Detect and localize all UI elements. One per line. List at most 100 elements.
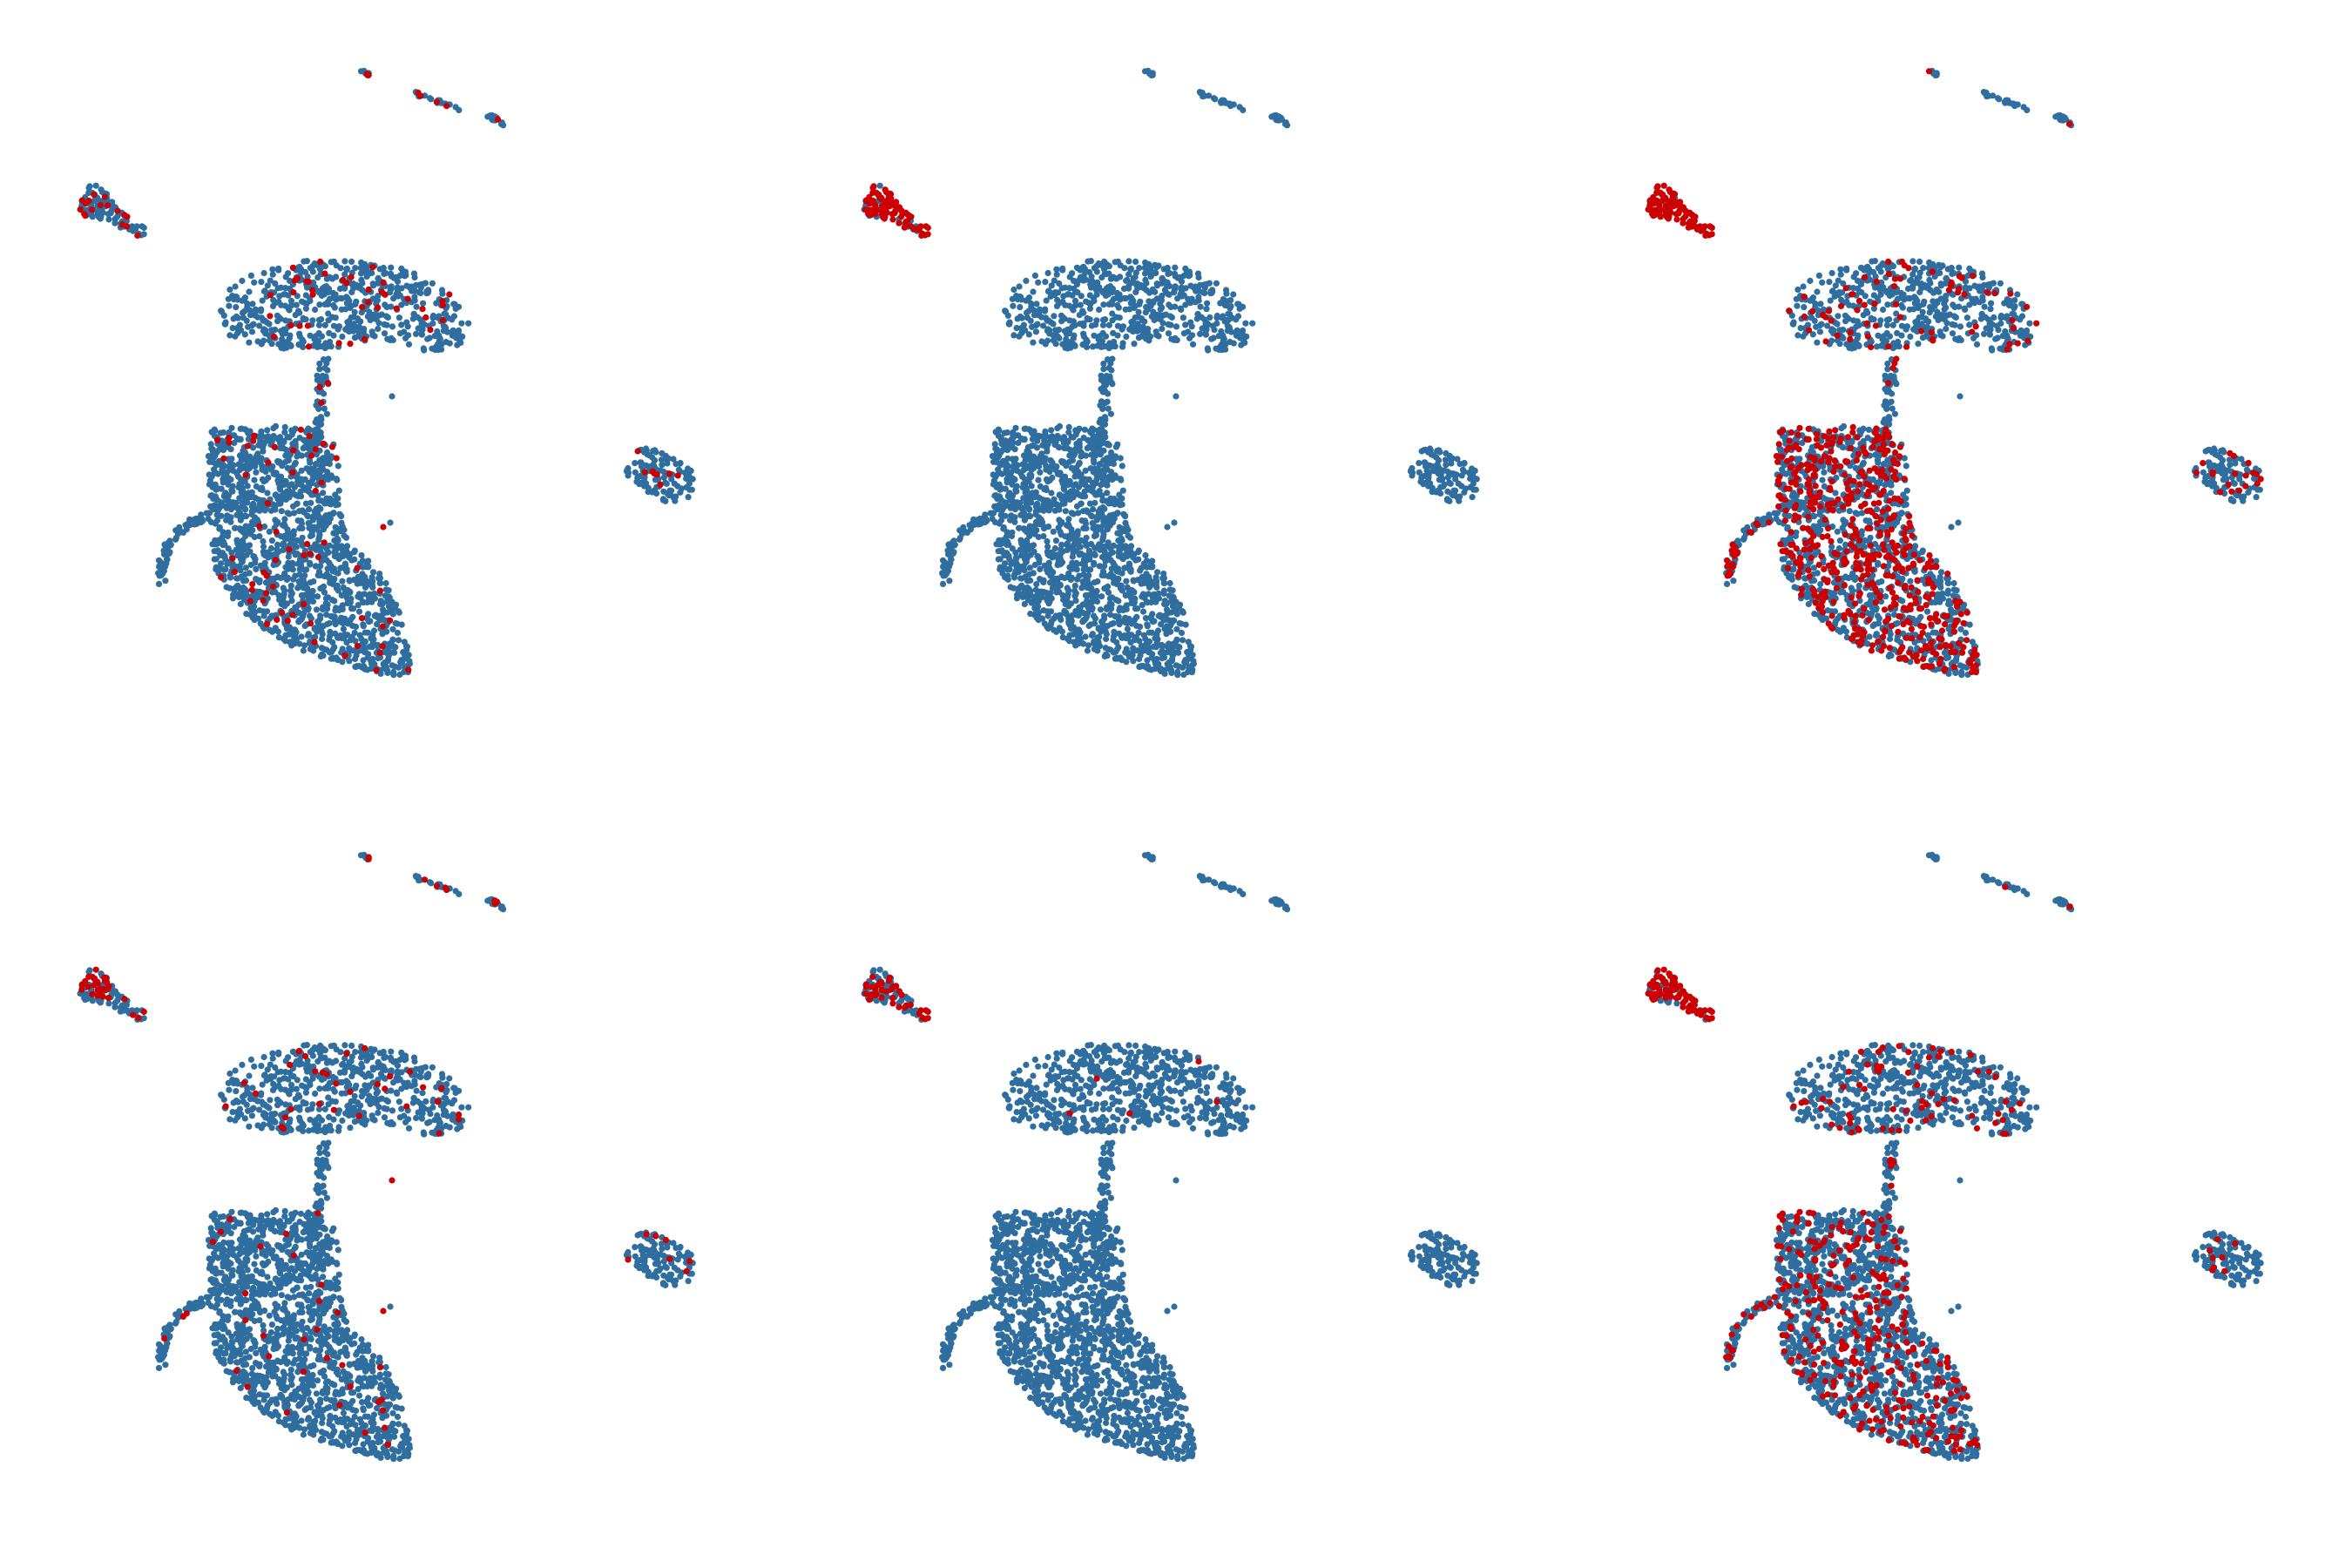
data-point (1096, 306, 1103, 314)
data-point (1069, 553, 1076, 560)
data-point (316, 360, 323, 368)
data-point (357, 270, 365, 277)
data-point (318, 645, 325, 652)
data-point (1066, 477, 1073, 485)
data-point (1057, 556, 1064, 563)
data-point (456, 331, 463, 338)
data-point (1066, 317, 1073, 324)
data-point (1100, 266, 1108, 273)
data-point (314, 492, 321, 499)
data-point (1194, 270, 1202, 277)
data-point (307, 532, 314, 540)
data-point (1110, 542, 1117, 549)
data-point (325, 476, 332, 483)
data-point (866, 200, 873, 207)
data-point (989, 516, 996, 523)
data-point (226, 439, 233, 446)
data-point (105, 216, 112, 223)
data-point (267, 615, 274, 622)
data-point (307, 459, 314, 466)
data-point (994, 453, 1001, 460)
data-point (226, 332, 233, 339)
data-point (368, 328, 375, 335)
data-point (299, 298, 306, 305)
data-point (256, 607, 263, 614)
data-point (1098, 426, 1105, 433)
data-point (893, 199, 900, 206)
data-point (671, 480, 678, 487)
data-point (1073, 547, 1080, 554)
data-point (390, 668, 397, 676)
data-point (1163, 631, 1170, 638)
data-point (1010, 439, 1017, 446)
data-point (1152, 288, 1159, 295)
data-point (1125, 271, 1132, 278)
data-point (1223, 316, 1230, 324)
data-point (1058, 312, 1064, 319)
data-point (252, 463, 259, 470)
data-point (1103, 631, 1110, 638)
data-point (1212, 96, 1219, 103)
data-point (645, 484, 652, 491)
data-point (1057, 612, 1064, 618)
data-point (231, 439, 238, 447)
data-point (309, 544, 316, 551)
data-point (1028, 528, 1035, 535)
data-point (220, 553, 227, 560)
data-point (1011, 476, 1018, 483)
data-point (1056, 280, 1063, 287)
data-point (946, 578, 953, 585)
data-point (375, 325, 382, 333)
data-point (293, 501, 301, 508)
data-point (1043, 476, 1051, 483)
data-point (1178, 306, 1185, 313)
data-point (250, 437, 257, 444)
base-points (1662, 67, 2263, 679)
data-point (1194, 310, 1201, 318)
data-point (1144, 621, 1151, 628)
data-point (363, 71, 370, 78)
data-point (347, 341, 354, 348)
data-point (429, 280, 436, 287)
data-point (1075, 510, 1082, 517)
data-point (1010, 574, 1018, 581)
data-point (227, 514, 234, 521)
data-point (275, 480, 282, 487)
data-point (281, 429, 288, 436)
data-point (1087, 465, 1094, 472)
data-point (1011, 514, 1018, 521)
data-point (1121, 294, 1128, 302)
data-point (646, 452, 653, 459)
data-point (227, 518, 234, 525)
data-point (1010, 332, 1017, 339)
data-point (221, 541, 228, 548)
data-point (1138, 643, 1145, 650)
data-point (1425, 476, 1432, 483)
data-point (1125, 526, 1132, 533)
data-point (1035, 609, 1043, 616)
data-point (1139, 602, 1146, 609)
data-point (358, 615, 366, 622)
data-point (1002, 485, 1009, 492)
data-point (161, 541, 168, 548)
data-point (321, 551, 329, 558)
data-point (314, 628, 321, 635)
data-point (288, 536, 295, 543)
data-point (375, 304, 382, 311)
data-point (1195, 294, 1202, 301)
data-point (1187, 282, 1194, 289)
data-point (1002, 512, 1009, 519)
data-point (231, 569, 238, 576)
data-point (446, 340, 453, 347)
data-point (1034, 458, 1041, 465)
data-point (210, 495, 217, 503)
data-point (1004, 529, 1010, 536)
data-point (308, 452, 315, 459)
data-point (347, 588, 354, 596)
data-point (333, 654, 340, 661)
data-point (206, 510, 213, 517)
data-point (281, 570, 288, 578)
data-point (1058, 471, 1064, 478)
data-point (417, 284, 424, 291)
data-point (328, 655, 335, 662)
